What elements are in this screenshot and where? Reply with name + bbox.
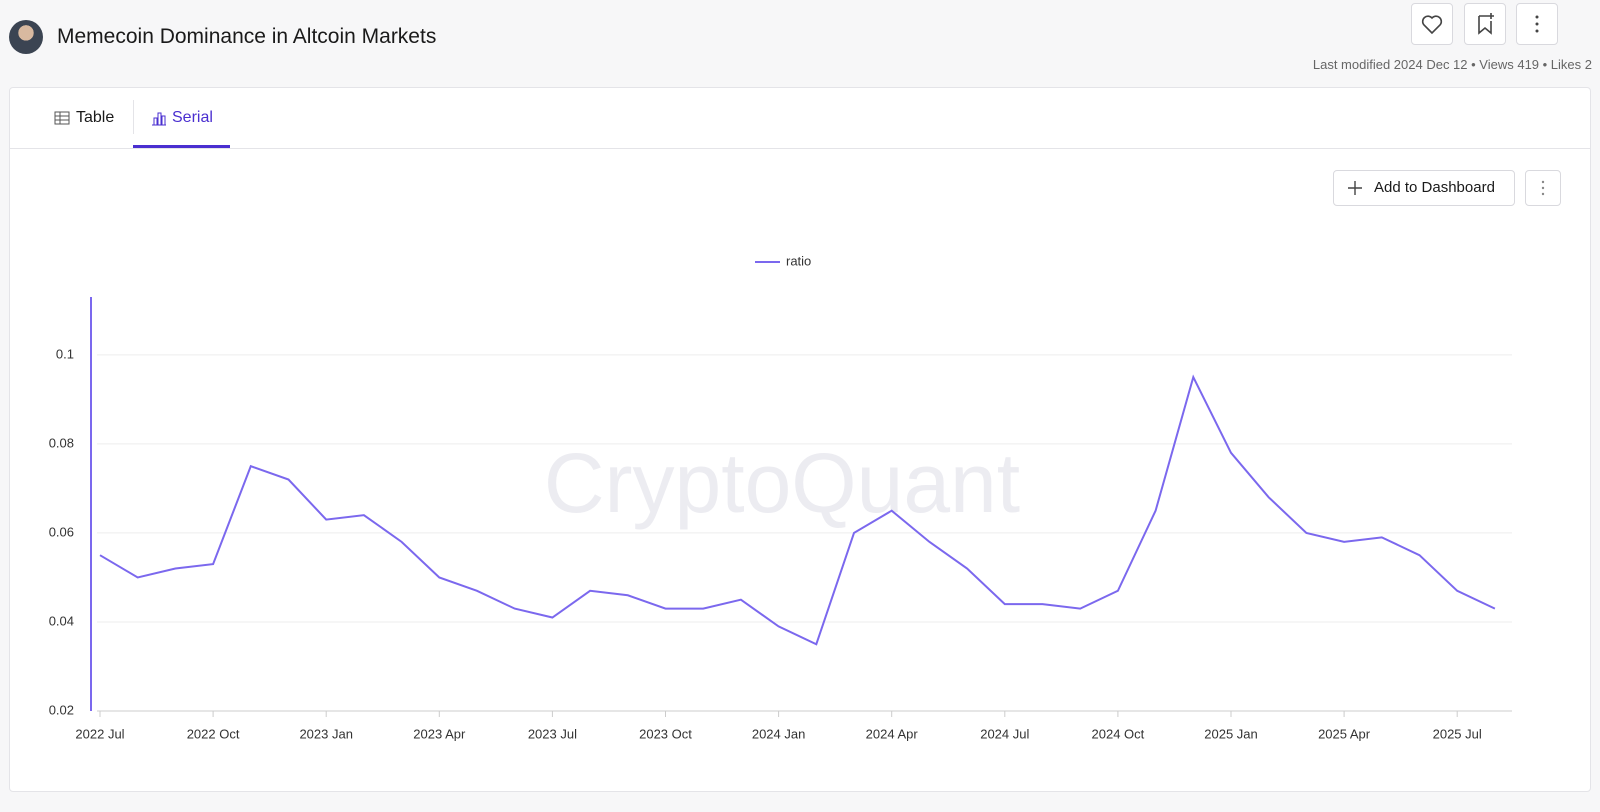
heart-icon (1421, 15, 1443, 35)
tab-serial[interactable]: Serial (172, 109, 213, 126)
x-tick-label: 2025 Jan (1204, 726, 1258, 741)
tab-table[interactable]: Table (76, 109, 115, 126)
x-tick-label: 2022 Jul (75, 726, 124, 741)
x-tick-label: 2023 Apr (413, 726, 466, 741)
x-tick-label: 2024 Jan (752, 726, 806, 741)
tab-indicator (133, 145, 230, 148)
legend-label: ratio (786, 253, 811, 268)
x-tick-label: 2025 Apr (1318, 726, 1371, 741)
button-label: Add to Dashboard (1374, 179, 1495, 196)
x-tick-label: 2023 Jan (299, 726, 353, 741)
y-tick-label: 0.02 (49, 702, 74, 717)
x-tick-label: 2022 Oct (187, 726, 240, 741)
x-tick-label: 2023 Jul (528, 726, 577, 741)
y-tick-label: 0.08 (49, 435, 74, 450)
more-button[interactable] (1516, 3, 1558, 45)
plus-icon (1348, 181, 1362, 195)
more-icon (1541, 180, 1545, 196)
add-dashboard-button[interactable]: Add to Dashboard (1333, 170, 1515, 206)
more-icon (1535, 15, 1539, 33)
chart-more-button[interactable] (1525, 170, 1561, 206)
chart-card: Table Serial Add to Dashboard (9, 87, 1591, 792)
page-title: Memecoin Dominance in Altcoin Markets (57, 25, 437, 48)
y-tick-label: 0.1 (56, 346, 74, 361)
chart-icon (152, 112, 166, 126)
table-icon (54, 111, 70, 125)
x-tick-label: 2023 Oct (639, 726, 692, 741)
x-tick-label: 2024 Apr (866, 726, 919, 741)
avatar (9, 20, 43, 54)
tab-bar: Table Serial (10, 88, 1590, 149)
bookmark-icon (1478, 13, 1494, 35)
x-tick-label: 2024 Oct (1092, 726, 1145, 741)
x-tick-label: 2025 Jul (1433, 726, 1482, 741)
tab-divider (133, 100, 134, 134)
bookmark-button[interactable] (1464, 3, 1506, 45)
data-line (99, 374, 1496, 646)
y-tick-label: 0.04 (49, 613, 74, 628)
watermark: CryptoQuant (544, 436, 1020, 530)
y-tick-label: 0.06 (49, 524, 74, 539)
x-tick-label: 2024 Jul (980, 726, 1029, 741)
meta-info: Last modified 2024 Dec 12 • Views 419 • … (1312, 57, 1592, 72)
like-button[interactable] (1411, 3, 1453, 45)
